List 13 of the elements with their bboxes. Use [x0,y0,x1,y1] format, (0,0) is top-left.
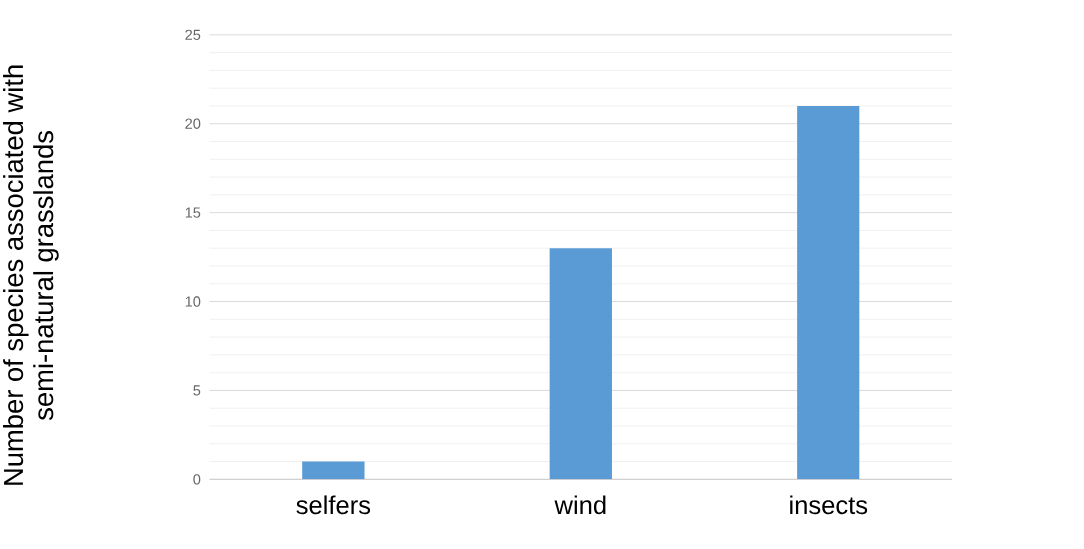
y-tick-label: 20 [185,118,201,129]
y-tick-label: 15 [185,207,201,218]
x-tick-label: selfers [296,495,371,515]
bar [302,461,365,480]
y-tick-label: 5 [193,385,201,396]
y-tick-label: 0 [193,474,201,485]
x-tick-label: wind [554,495,606,515]
x-tick-label: insects [790,495,868,515]
y-axis-title: Number of species associated with semi-natural grasslands [3,65,59,485]
bar [549,248,612,480]
y-tick-label: 25 [185,29,201,40]
y-tick-label: 10 [185,296,201,307]
bar [797,105,860,480]
